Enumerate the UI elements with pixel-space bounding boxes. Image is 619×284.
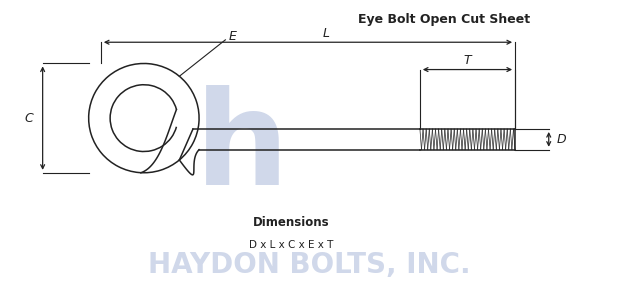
Text: D: D — [556, 133, 566, 146]
Text: C: C — [25, 112, 33, 125]
Text: HAYDON BOLTS, INC.: HAYDON BOLTS, INC. — [148, 251, 471, 279]
Text: h: h — [195, 85, 289, 212]
Text: Dimensions: Dimensions — [253, 216, 329, 229]
Text: D x L x C x E x T: D x L x C x E x T — [249, 239, 333, 250]
Text: L: L — [323, 27, 330, 40]
Text: E: E — [229, 30, 236, 43]
Text: Eye Bolt Open Cut Sheet: Eye Bolt Open Cut Sheet — [358, 13, 530, 26]
Text: T: T — [464, 54, 471, 67]
